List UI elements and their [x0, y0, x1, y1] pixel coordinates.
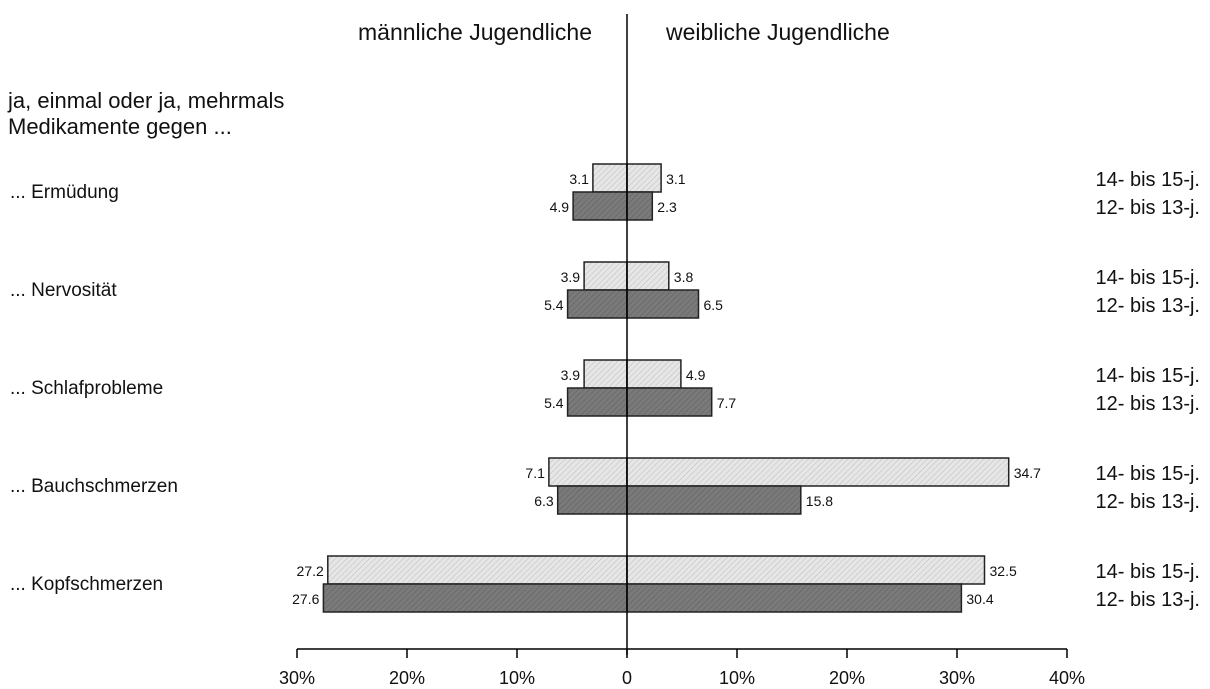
data-label-female-bottom-bauchschmerzen: 15.8: [806, 493, 833, 509]
x-tick-label: 20%: [829, 668, 865, 688]
bar-female-bottom-bauchschmerzen: [626, 485, 802, 515]
age-label-14-15-schlafprobleme: 14- bis 15-j.: [1096, 365, 1201, 387]
x-tick-label: 30%: [939, 668, 975, 688]
bars-group: [322, 163, 1010, 613]
data-label-male-top-nervosität: 3.9: [561, 269, 581, 285]
data-label-male-top-schlafprobleme: 3.9: [561, 367, 581, 383]
data-label-female-bottom-ermüdung: 2.3: [657, 199, 677, 215]
bar-female-top-bauchschmerzen: [626, 457, 1010, 487]
header-right-title: weibliche Jugendliche: [665, 19, 890, 45]
category-label-nervosität: ... Nervosität: [10, 280, 117, 301]
data-label-male-bottom-nervosität: 5.4: [544, 297, 564, 313]
data-label-female-top-nervosität: 3.8: [674, 269, 694, 285]
data-label-female-top-ermüdung: 3.1: [666, 171, 686, 187]
bar-male-top-ermüdung: [592, 163, 628, 193]
age-label-12-13-bauchschmerzen: 12- bis 13-j.: [1096, 491, 1201, 513]
bar-female-top-ermüdung: [626, 163, 662, 193]
bar-female-bottom-schlafprobleme: [626, 387, 713, 417]
bar-female-bottom-ermüdung: [626, 191, 654, 221]
data-label-female-top-schlafprobleme: 4.9: [686, 367, 706, 383]
age-label-14-15-kopfschmerzen: 14- bis 15-j.: [1096, 561, 1201, 583]
x-tick-label: 0: [622, 668, 632, 688]
bar-male-bottom-nervosität: [566, 289, 628, 319]
header-left-title: männliche Jugendliche: [358, 19, 592, 45]
data-label-female-bottom-kopfschmerzen: 30.4: [966, 591, 993, 607]
age-label-12-13-ermüdung: 12- bis 13-j.: [1096, 197, 1201, 219]
data-label-male-top-kopfschmerzen: 27.2: [297, 563, 324, 579]
x-tick-label: 10%: [719, 668, 755, 688]
labels-group: 3.1 3.1 4.9 2.3 ... Ermüdung 14- bis 15-j. 12-…: [10, 169, 1200, 611]
data-label-male-bottom-schlafprobleme: 5.4: [544, 395, 564, 411]
bar-female-bottom-nervosität: [626, 289, 700, 319]
bar-female-top-kopfschmerzen: [626, 555, 986, 585]
category-label-ermüdung: ... Ermüdung: [10, 182, 119, 203]
data-label-male-bottom-ermüdung: 4.9: [550, 199, 570, 215]
data-label-male-top-ermüdung: 3.1: [569, 171, 589, 187]
data-label-female-bottom-nervosität: 6.5: [704, 297, 724, 313]
category-label-kopfschmerzen: ... Kopfschmerzen: [10, 574, 163, 595]
bar-male-bottom-bauchschmerzen: [556, 485, 628, 515]
age-label-12-13-schlafprobleme: 12- bis 13-j.: [1096, 393, 1201, 415]
age-label-12-13-nervosität: 12- bis 13-j.: [1096, 295, 1201, 317]
bar-male-top-nervosität: [583, 261, 628, 291]
data-label-male-top-bauchschmerzen: 7.1: [525, 465, 545, 481]
bar-male-top-schlafprobleme: [583, 359, 628, 389]
age-label-12-13-kopfschmerzen: 12- bis 13-j.: [1096, 589, 1201, 611]
intro-line-2: Medikamente gegen ...: [8, 114, 232, 139]
age-label-14-15-bauchschmerzen: 14- bis 15-j.: [1096, 463, 1201, 485]
x-tick-label: 40%: [1049, 668, 1085, 688]
intro-line-1: ja, einmal oder ja, mehrmals: [7, 88, 284, 113]
bar-male-bottom-schlafprobleme: [566, 387, 628, 417]
category-label-schlafprobleme: ... Schlafprobleme: [10, 378, 163, 399]
data-label-male-bottom-kopfschmerzen: 27.6: [292, 591, 319, 607]
bar-male-bottom-ermüdung: [572, 191, 628, 221]
bar-female-top-nervosität: [626, 261, 670, 291]
data-label-female-top-kopfschmerzen: 32.5: [990, 563, 1017, 579]
age-label-14-15-nervosität: 14- bis 15-j.: [1096, 267, 1201, 289]
bar-female-bottom-kopfschmerzen: [626, 583, 963, 613]
x-axis: 30% 20% 10% 0 10% 20% 30% 40%: [279, 648, 1085, 688]
x-tick-label: 20%: [389, 668, 425, 688]
data-label-male-bottom-bauchschmerzen: 6.3: [534, 493, 554, 509]
data-label-female-bottom-schlafprobleme: 7.7: [717, 395, 737, 411]
bar-male-bottom-kopfschmerzen: [322, 583, 628, 613]
category-label-bauchschmerzen: ... Bauchschmerzen: [10, 476, 178, 497]
data-label-female-top-bauchschmerzen: 34.7: [1014, 465, 1041, 481]
bar-male-top-kopfschmerzen: [327, 555, 628, 585]
bar-male-top-bauchschmerzen: [548, 457, 628, 487]
x-tick-label: 10%: [499, 668, 535, 688]
bar-female-top-schlafprobleme: [626, 359, 682, 389]
age-label-14-15-ermüdung: 14- bis 15-j.: [1096, 169, 1201, 191]
x-tick-label: 30%: [279, 668, 315, 688]
